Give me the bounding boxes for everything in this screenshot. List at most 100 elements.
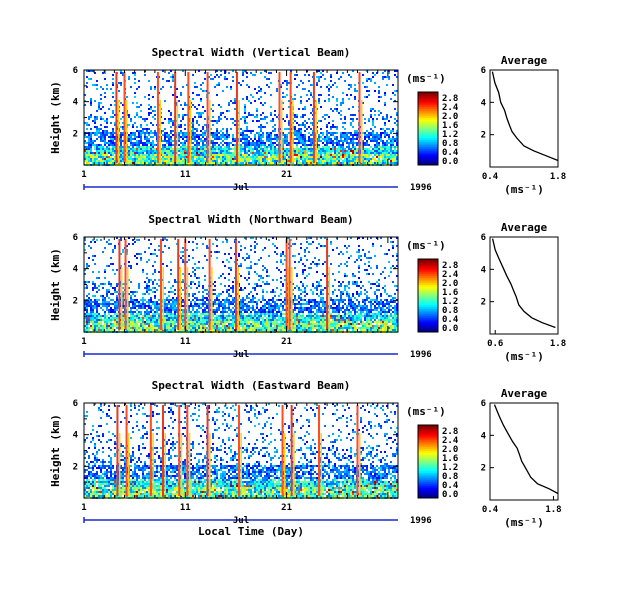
heatmap-cell [254,162,256,164]
heatmap-cell [130,307,132,309]
heatmap-cell [144,313,146,315]
heatmap-cell [330,80,332,82]
heatmap-cell [110,140,112,142]
heatmap-cell [94,158,96,160]
heatmap-cell [218,295,220,297]
heatmap-cell [110,144,112,146]
heatmap-cell [112,130,114,132]
heatmap-cell [154,150,156,152]
spike-mark [209,100,211,163]
heatmap-cell [114,273,116,275]
heatmap-cell [170,152,172,154]
heatmap-cell [168,72,170,74]
heatmap-cell [108,162,110,164]
heatmap-cell [222,132,224,134]
heatmap-cell [344,158,346,160]
heatmap-cell [222,148,224,150]
heatmap-cell [202,297,204,299]
heatmap-cell [128,323,130,325]
heatmap-cell [172,160,174,162]
heatmap-cell [150,150,152,152]
heatmap-cell [334,108,336,110]
heatmap-cell [240,325,242,327]
heatmap-cell [138,136,140,138]
heatmap-cell [220,275,222,277]
heatmap-cell [148,315,150,317]
heatmap-cell [98,152,100,154]
heatmap-cell [92,255,94,257]
heatmap-cell [190,323,192,325]
heatmap-cell [322,158,324,160]
heatmap-cell [140,154,142,156]
heatmap-cell [180,124,182,126]
heatmap-cell [148,239,150,241]
heatmap-cell [378,136,380,138]
heatmap-cell [262,154,264,156]
heatmap-cell [342,136,344,138]
heatmap-cell [260,158,262,160]
heatmap-cell [98,323,100,325]
heatmap-cell [308,136,310,138]
heatmap-cell [122,307,124,309]
heatmap-cell [210,321,212,323]
heatmap-cell [204,321,206,323]
heatmap-cell [128,261,130,263]
heatmap-cell [102,156,104,158]
heatmap-cell [178,116,180,118]
heatmap-cell [302,140,304,142]
heatmap-cell [202,329,204,331]
heatmap-cell [284,140,286,142]
heatmap-cell [170,138,172,140]
heatmap-cell [170,142,172,144]
heatmap-cell [192,128,194,130]
heatmap-cell [172,291,174,293]
heatmap-cell [132,150,134,152]
heatmap-cell [90,247,92,249]
heatmap-cell [96,239,98,241]
heatmap-cell [370,152,372,154]
heatmap-cell [198,70,200,72]
colorbar-swatch [418,143,438,146]
heatmap-cell [92,140,94,142]
heatmap-cell [102,132,104,134]
heatmap-cell [228,136,230,138]
heatmap-cell [92,311,94,313]
heatmap-cell [396,156,398,158]
heatmap-cell [372,162,374,164]
heatmap-cell [122,150,124,152]
heatmap-cell [138,239,140,241]
heatmap-cell [372,130,374,132]
heatmap-cell [274,158,276,160]
heatmap-cell [250,142,252,144]
heatmap-cell [198,134,200,136]
heatmap-cell [306,160,308,162]
heatmap-cell [242,134,244,136]
heatmap-cell [222,309,224,311]
heatmap-cell [234,148,236,150]
heatmap-cell [90,148,92,150]
heatmap-cell [192,249,194,251]
heatmap-cell [232,160,234,162]
heatmap-cell [136,299,138,301]
heatmap-cell [126,251,128,253]
heatmap-cell [350,76,352,78]
heatmap-cell [264,156,266,158]
heatmap-cell [136,130,138,132]
heatmap-cell [102,148,104,150]
heatmap-cell [270,152,272,154]
heatmap-cell [222,313,224,315]
heatmap-cell [380,112,382,114]
heatmap-cell [284,136,286,138]
heatmap-cell [194,321,196,323]
heatmap-cell [140,325,142,327]
heatmap-cell [228,319,230,321]
heatmap-cell [240,303,242,305]
heatmap-cell [136,106,138,108]
heatmap-cell [284,160,286,162]
heatmap-cell [150,146,152,148]
heatmap-cell [88,313,90,315]
heatmap-cell [202,144,204,146]
heatmap-cell [254,116,256,118]
heatmap-cell [168,309,170,311]
heatmap-cell [232,301,234,303]
